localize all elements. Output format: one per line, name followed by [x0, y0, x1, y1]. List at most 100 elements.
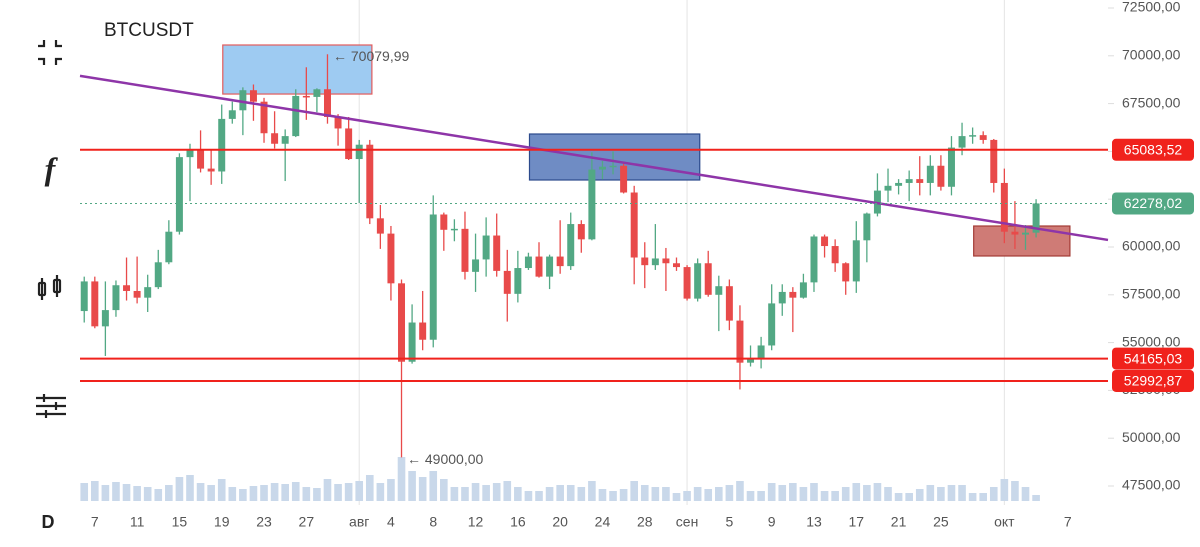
- candle-body: [926, 165, 934, 183]
- candle-body: [905, 179, 913, 183]
- candle-body: [101, 310, 109, 327]
- x-tick-label: 4: [387, 514, 395, 530]
- volume-bar: [630, 481, 638, 501]
- candle-body: [271, 133, 279, 144]
- candle-body: [947, 147, 955, 187]
- x-tick-label: 19: [214, 514, 230, 530]
- level-label: 52992,87: [1124, 373, 1183, 389]
- candle-body: [630, 192, 638, 258]
- volume-bar: [461, 487, 469, 501]
- volume-bar: [968, 493, 977, 501]
- volume-bar: [831, 491, 839, 501]
- volume-bar: [672, 493, 681, 501]
- volume-bar: [429, 471, 438, 501]
- candle-type-icon[interactable]: [37, 275, 62, 300]
- candle-body: [175, 157, 183, 232]
- candle-body: [514, 268, 522, 294]
- y-tick-label: 60000,00: [1122, 238, 1181, 254]
- volume-bar: [524, 491, 533, 501]
- candle-body: [186, 150, 194, 158]
- fullscreen-icon[interactable]: [38, 40, 62, 65]
- volume-bar: [302, 487, 311, 501]
- volume-bar: [799, 487, 808, 501]
- candle-body: [958, 136, 966, 148]
- volume-bar: [947, 485, 956, 501]
- volume-bar: [122, 484, 131, 501]
- volume-bar: [440, 479, 448, 501]
- candle-body: [313, 89, 321, 97]
- candle-body: [588, 169, 596, 240]
- candle-body: [1022, 232, 1029, 235]
- annotation: ← 49000,00: [407, 451, 483, 467]
- volume-bar: [90, 481, 99, 501]
- candle-body: [503, 270, 511, 294]
- x-tick-label: 21: [891, 514, 907, 530]
- volume-bar: [397, 457, 406, 501]
- volume-bar: [80, 483, 89, 501]
- x-tick-label: окт: [994, 514, 1015, 530]
- candle-body: [133, 290, 141, 298]
- candle-body: [683, 267, 691, 299]
- x-tick-label: 8: [429, 514, 437, 530]
- candle-body: [651, 258, 659, 266]
- volume-bar: [133, 486, 141, 501]
- volume-bar: [767, 483, 776, 501]
- candle-body: [165, 231, 173, 263]
- candle-body: [292, 95, 300, 137]
- volume-bar: [662, 487, 670, 501]
- candle-body: [260, 101, 268, 134]
- x-tick-label: 17: [848, 514, 864, 530]
- volume-bar: [619, 489, 628, 501]
- indicators-icon[interactable]: f: [45, 150, 59, 186]
- candle-body: [281, 136, 289, 144]
- y-tick-label: 50000,00: [1122, 429, 1181, 445]
- x-tick-label: 5: [725, 514, 733, 530]
- x-tick-label: 20: [552, 514, 568, 530]
- volume-bar: [418, 477, 427, 501]
- candle-body: [842, 263, 850, 282]
- volume-bar: [704, 489, 713, 501]
- candle-body: [302, 95, 310, 98]
- settings-icon[interactable]: [36, 394, 66, 418]
- candle-body: [725, 286, 733, 321]
- candle-body: [218, 118, 226, 172]
- x-tick-label: авг: [349, 514, 369, 530]
- x-tick-label: 12: [468, 514, 484, 530]
- candle-body: [768, 303, 776, 346]
- volume-bar: [894, 493, 903, 501]
- volume-bar: [1000, 479, 1009, 501]
- volume-bar: [323, 479, 332, 501]
- candle-body: [736, 320, 744, 363]
- candle-body: [609, 165, 617, 168]
- volume-bar: [714, 487, 723, 501]
- candle-body: [398, 283, 406, 362]
- candle-body: [546, 256, 554, 277]
- candle-body: [747, 358, 755, 363]
- volume-bar: [503, 481, 512, 501]
- volume-bar: [228, 487, 237, 501]
- chart-title: BTCUSDT: [104, 20, 194, 41]
- volume-bar: [175, 477, 184, 501]
- x-tick-label: 27: [299, 514, 315, 530]
- volume-bar: [736, 481, 744, 501]
- x-tick-label: 25: [933, 514, 949, 530]
- volume-bar: [778, 485, 787, 501]
- candle-body: [662, 258, 670, 264]
- x-tick-label: 24: [595, 514, 611, 530]
- candle-body: [197, 150, 205, 169]
- volume-bar: [154, 489, 163, 501]
- volume-bar: [260, 485, 268, 501]
- volume-bar: [535, 491, 543, 501]
- volume-bar: [915, 489, 924, 501]
- candle-body: [799, 282, 807, 298]
- interval-button[interactable]: D: [42, 512, 55, 532]
- volume-bar: [186, 475, 194, 501]
- candle-body: [969, 135, 977, 137]
- candle-body: [694, 263, 702, 299]
- volume-bar: [270, 483, 279, 501]
- volume-bar: [958, 485, 966, 501]
- volume-bar: [365, 475, 374, 501]
- trendline: [79, 74, 1109, 242]
- candle-body: [810, 236, 818, 283]
